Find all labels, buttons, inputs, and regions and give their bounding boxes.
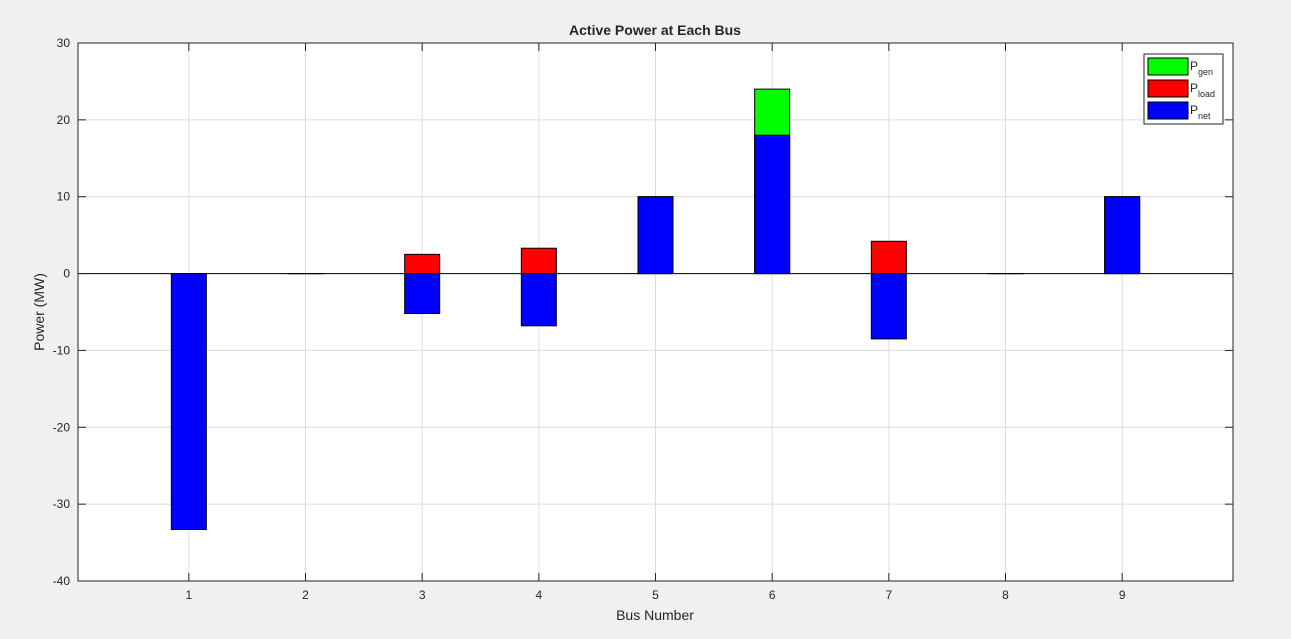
y-axis-label: Power (MW) [31, 273, 47, 351]
y-tick-label: 0 [63, 267, 70, 281]
x-tick-label: 9 [1119, 588, 1126, 602]
legend-label-gen: Pgen [1190, 59, 1213, 77]
legend-swatch-load [1147, 79, 1189, 98]
bar-net-bus-6 [754, 134, 791, 275]
y-tick-label: -30 [53, 497, 71, 511]
x-tick-label: 1 [185, 588, 192, 602]
bar-load-bus-7 [870, 240, 907, 275]
x-tick-label: 8 [1002, 588, 1009, 602]
bars [170, 88, 1141, 531]
legend-label-net: Pnet [1190, 103, 1211, 121]
y-tick-label: 20 [57, 113, 71, 127]
y-axis-ticks: 30 20 10 0 -10 -20 -30 -40 [53, 36, 1233, 588]
x-axis-ticks: 1 2 3 4 5 6 7 8 9 [185, 43, 1126, 602]
legend: Pgen Pload Pnet [1143, 53, 1224, 125]
legend-label-load: Pload [1190, 81, 1215, 99]
bar-load-bus-4 [520, 247, 557, 275]
x-tick-label: 7 [885, 588, 892, 602]
bar-load-bus-3 [404, 253, 441, 275]
bar-net-bus-4 [520, 273, 557, 327]
x-tick-label: 3 [419, 588, 426, 602]
y-tick-label: -20 [53, 420, 71, 434]
y-tick-label: 10 [57, 190, 71, 204]
axes: 30 20 10 0 -10 -20 -30 -40 1 2 3 4 5 6 7 8 9 [53, 36, 1234, 602]
legend-swatch-net [1147, 101, 1189, 120]
y-tick-label: -40 [53, 574, 71, 588]
y-tick-label: 30 [57, 36, 71, 50]
bar-net-bus-7 [870, 273, 907, 340]
x-tick-label: 4 [535, 588, 542, 602]
bar-net-bus-1 [170, 273, 207, 531]
legend-swatch-gen [1147, 57, 1189, 76]
x-tick-label: 6 [769, 588, 776, 602]
x-axis-label: Bus Number [616, 607, 694, 623]
chart-title: Active Power at Each Bus [569, 22, 741, 38]
bar-net-bus-9 [1104, 196, 1141, 275]
y-tick-label: -10 [53, 343, 71, 357]
bar-net-bus-3 [404, 273, 441, 315]
x-tick-label: 5 [652, 588, 659, 602]
bar-net-bus-5 [637, 196, 674, 275]
x-tick-label: 2 [302, 588, 309, 602]
